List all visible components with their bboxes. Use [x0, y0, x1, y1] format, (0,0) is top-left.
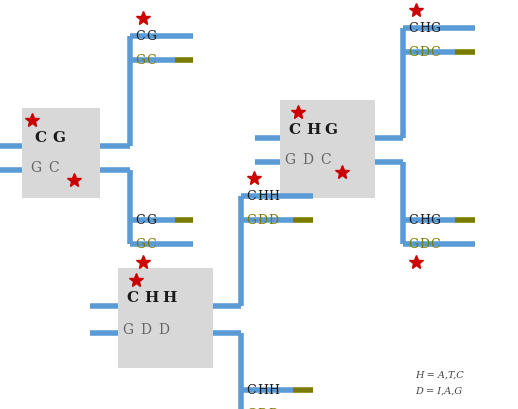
Text: C: C [430, 238, 440, 250]
Text: C: C [48, 161, 59, 175]
Text: G: G [52, 131, 65, 145]
Text: D = I,A,G: D = I,A,G [415, 387, 462, 396]
Text: G: G [246, 407, 256, 409]
Text: D: D [268, 213, 278, 227]
Text: C: C [246, 384, 255, 396]
Text: D: D [257, 407, 267, 409]
Text: H: H [419, 213, 430, 227]
Text: H: H [162, 291, 176, 305]
Text: G: G [146, 213, 156, 227]
Text: H = A,T,C: H = A,T,C [415, 371, 464, 380]
Text: D: D [419, 45, 429, 58]
Text: G: G [146, 29, 156, 43]
Text: G: G [284, 153, 295, 167]
Text: C: C [135, 29, 145, 43]
Text: G: G [30, 161, 41, 175]
Text: C: C [135, 213, 145, 227]
Text: C: C [34, 131, 46, 145]
Text: G: G [324, 123, 337, 137]
Text: C: C [126, 291, 138, 305]
Text: D: D [158, 323, 169, 337]
Text: D: D [302, 153, 313, 167]
Bar [22, 108, 100, 198]
Text: D: D [140, 323, 151, 337]
Bar [280, 100, 375, 198]
Text: C: C [246, 189, 255, 202]
Text: H: H [257, 384, 268, 396]
Text: H: H [268, 189, 279, 202]
Text: H: H [257, 189, 268, 202]
Text: G: G [408, 238, 418, 250]
Text: D: D [419, 238, 429, 250]
Bar [118, 268, 213, 368]
Text: D: D [268, 407, 278, 409]
Text: G: G [430, 22, 440, 34]
Text: G: G [246, 213, 256, 227]
Text: G: G [430, 213, 440, 227]
Text: G: G [122, 323, 133, 337]
Text: G: G [135, 238, 145, 250]
Text: C: C [430, 45, 440, 58]
Text: H: H [268, 384, 279, 396]
Text: C: C [320, 153, 330, 167]
Text: H: H [306, 123, 320, 137]
Text: C: C [408, 22, 418, 34]
Text: C: C [146, 238, 155, 250]
Text: G: G [408, 45, 418, 58]
Text: C: C [288, 123, 300, 137]
Text: H: H [144, 291, 159, 305]
Text: D: D [257, 213, 267, 227]
Text: C: C [146, 54, 155, 67]
Text: C: C [408, 213, 418, 227]
Text: H: H [419, 22, 430, 34]
Text: G: G [135, 54, 145, 67]
